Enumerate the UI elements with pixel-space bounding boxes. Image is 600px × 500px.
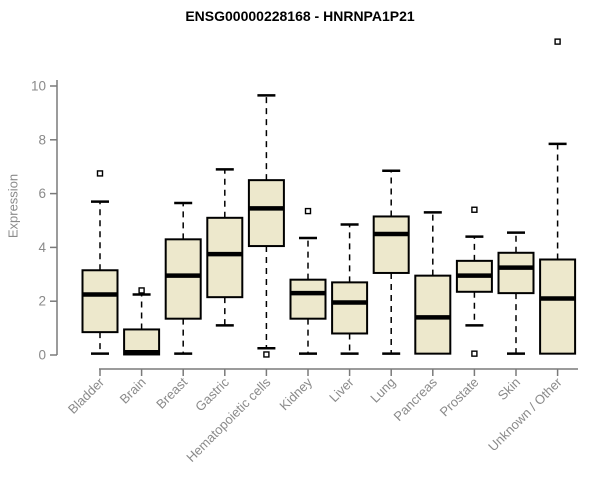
iqr-box [81,269,119,334]
outlier-point [263,351,270,358]
y-tick-label: 2 [38,294,46,309]
y-tick-label: 6 [38,186,46,201]
iqr-box [164,238,202,320]
y-axis: 0 2 4 6 8 10 [31,79,58,363]
x-category-label: Kidney [276,374,315,413]
x-category-label: Prostate [437,375,482,420]
x-category-label: Skin [495,375,523,403]
iqr-box [414,274,452,355]
x-category-label: Unknown / Other [485,374,565,454]
y-tick-label: 8 [38,132,46,147]
y-tick-label: 10 [31,79,46,94]
iqr-box [247,179,285,248]
outlier-point [138,287,145,294]
iqr-box [289,278,327,320]
iqr-box [539,258,577,355]
box-hematopoietic-cells [247,94,285,358]
x-category-label: Lung [367,375,398,406]
box-bladder [81,170,119,355]
box-kidney [289,207,327,355]
iqr-box [497,251,535,295]
x-category-label: Breast [153,374,190,411]
box-gastric [206,168,244,327]
outlier-point [554,38,561,45]
x-category-label: Liver [326,374,357,405]
box-lung [372,169,410,355]
chart-title: ENSG00000228168 - HNRNPA1P21 [185,8,415,24]
x-category-label: Bladder [65,374,108,417]
box-prostate [455,206,493,357]
iqr-box [372,215,410,274]
box-pancreas [414,211,452,355]
iqr-box [331,281,369,335]
box-breast [164,201,202,355]
iqr-box [206,216,244,299]
box-skin [497,231,535,355]
x-category-label: Brain [117,375,149,407]
x-category-label: Pancreas [390,374,440,424]
box-unknown-other [539,38,577,355]
x-category-label: Gastric [192,374,232,414]
y-tick-label: 0 [38,348,46,363]
outlier-point [304,207,312,215]
outlier-point [471,206,478,213]
box-liver [331,223,369,355]
outlier-point [96,170,104,177]
y-tick-label: 4 [38,240,46,255]
outlier-point [471,350,478,357]
box-brain [123,287,161,356]
